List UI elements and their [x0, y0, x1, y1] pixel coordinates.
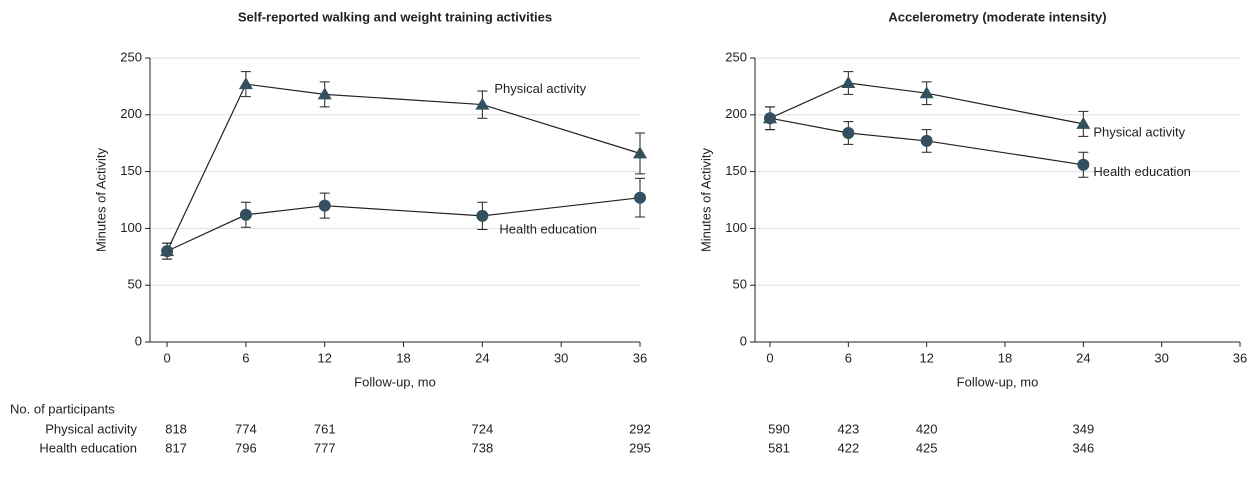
participants-count: 423 [837, 421, 859, 436]
participants-count: 738 [472, 440, 494, 455]
marker [920, 134, 933, 147]
y-tick-label: 50 [128, 277, 142, 292]
x-tick-label: 36 [1233, 350, 1247, 365]
marker [919, 86, 934, 99]
y-tick-label: 100 [725, 220, 747, 235]
x-axis-label: Follow-up, mo [354, 374, 436, 389]
marker [239, 208, 252, 221]
y-axis-label: Minutes of Activity [93, 147, 108, 252]
y-tick-label: 100 [120, 220, 142, 235]
marker [1077, 158, 1090, 171]
x-tick-label: 36 [633, 350, 647, 365]
participants-count: 818 [165, 421, 187, 436]
y-tick-label: 50 [733, 277, 747, 292]
x-tick-label: 12 [919, 350, 933, 365]
y-tick-label: 150 [725, 163, 747, 178]
x-tick-label: 24 [475, 350, 489, 365]
series-label: Physical activity [494, 81, 586, 96]
series-line [769, 82, 1084, 125]
x-tick-label: 30 [554, 350, 568, 365]
marker [842, 126, 855, 139]
marker [633, 146, 647, 159]
participants-count: 774 [235, 421, 257, 436]
participants-count: 420 [916, 421, 938, 436]
marker [475, 97, 490, 110]
chart-title: Accelerometry (moderate intensity) [888, 9, 1106, 24]
y-tick-label: 250 [120, 49, 142, 64]
marker [841, 75, 856, 88]
marker [476, 209, 489, 222]
participants-count: 346 [1072, 440, 1094, 455]
x-tick-label: 18 [396, 350, 410, 365]
marker [634, 191, 646, 204]
participants-title: No. of participants [10, 401, 115, 416]
x-tick-label: 6 [845, 350, 852, 365]
series-label: Health education [499, 221, 597, 236]
participants-count: 581 [768, 440, 790, 455]
series-label: Health education [1093, 164, 1191, 179]
x-tick-label: 12 [317, 350, 331, 365]
marker [318, 199, 331, 212]
x-tick-label: 18 [998, 350, 1012, 365]
marker [161, 245, 174, 258]
y-tick-label: 250 [725, 49, 747, 64]
y-axis-label: Minutes of Activity [698, 147, 713, 252]
x-tick-label: 0 [766, 350, 773, 365]
marker [1076, 116, 1091, 129]
participants-row-label: Physical activity [45, 421, 137, 436]
x-axis-label: Follow-up, mo [957, 374, 1039, 389]
x-tick-label: 24 [1076, 350, 1090, 365]
participants-row-label: Health education [39, 440, 137, 455]
x-tick-label: 6 [242, 350, 249, 365]
participants-count: 590 [768, 421, 790, 436]
marker [238, 77, 253, 90]
participants-count: 777 [314, 440, 336, 455]
participants-count: 817 [165, 440, 187, 455]
y-tick-label: 0 [135, 333, 142, 348]
participants-count: 422 [837, 440, 859, 455]
participants-count: 796 [235, 440, 257, 455]
participants-count: 425 [916, 440, 938, 455]
marker [764, 112, 777, 125]
y-tick-label: 200 [725, 106, 747, 121]
marker [317, 87, 332, 100]
participants-count: 295 [629, 440, 651, 455]
x-tick-label: 0 [163, 350, 170, 365]
participants-count: 761 [314, 421, 336, 436]
participants-count: 724 [472, 421, 494, 436]
participants-count: 292 [629, 421, 651, 436]
series-line [769, 117, 1084, 166]
chart-title: Self-reported walking and weight trainin… [238, 9, 552, 24]
y-tick-label: 150 [120, 163, 142, 178]
y-tick-label: 200 [120, 106, 142, 121]
y-tick-label: 0 [740, 333, 747, 348]
x-tick-label: 30 [1154, 350, 1168, 365]
series-label: Physical activity [1093, 124, 1185, 139]
participants-count: 349 [1072, 421, 1094, 436]
